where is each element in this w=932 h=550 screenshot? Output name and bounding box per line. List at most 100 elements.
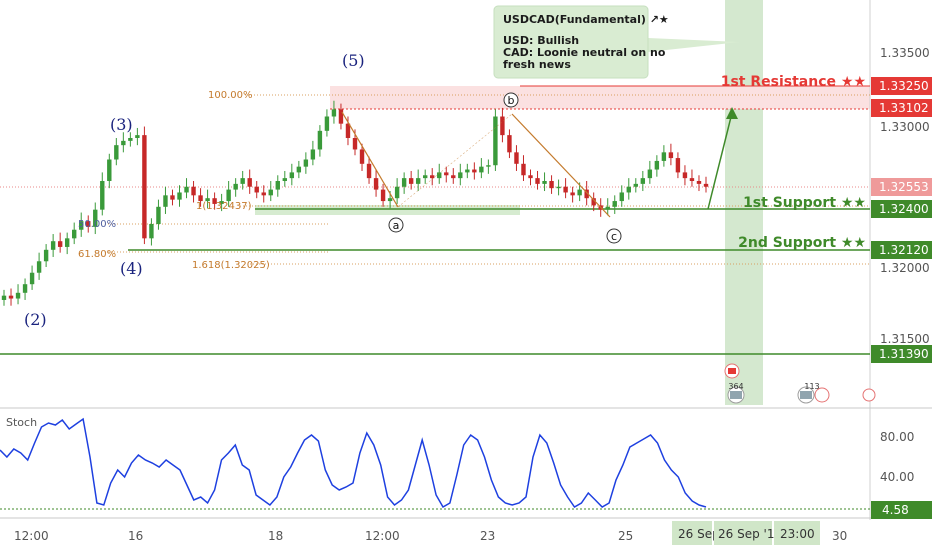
wave-label-3: (3) xyxy=(110,115,133,134)
candle-body xyxy=(79,221,84,230)
event-flag-icon[interactable]: 113 xyxy=(797,382,830,404)
candle-body xyxy=(205,198,210,202)
note-line: CAD: Loonie neutral on no xyxy=(503,46,666,59)
candle-body xyxy=(661,152,667,161)
stoch-line xyxy=(0,417,707,509)
time-tick: 25 xyxy=(618,529,633,543)
candle-body xyxy=(500,116,505,136)
time-projection-zone xyxy=(725,0,763,405)
fundamental-note: USDCAD(Fundamental) ↗★ USD: Bullish CAD:… xyxy=(493,5,740,79)
support-1-label: 1st Support ★★ xyxy=(743,195,866,211)
candle-body xyxy=(472,169,477,173)
candle-body xyxy=(521,163,526,176)
abc-label-a: a xyxy=(388,217,404,233)
price-tick: 1.31500 xyxy=(880,332,930,346)
svg-text:26 Sep: 26 Sep xyxy=(678,527,720,541)
candle-body xyxy=(170,195,175,200)
candle-body xyxy=(310,149,316,160)
svg-text:a: a xyxy=(393,219,400,232)
candle-body xyxy=(212,198,217,204)
candle-body xyxy=(619,192,624,202)
candle-body xyxy=(444,172,449,176)
candle-body xyxy=(43,249,49,262)
projection-arrow-line xyxy=(707,112,733,210)
event-flag-icon[interactable] xyxy=(724,363,740,379)
stoch-tick: 80.00 xyxy=(880,430,914,444)
candle-body xyxy=(57,241,63,247)
candle-body xyxy=(1,295,7,300)
date-box: 26 Sep '19 xyxy=(714,521,782,545)
candle-body xyxy=(373,178,379,190)
fib-label-1: 1(1.32437) xyxy=(196,201,252,212)
candle-body xyxy=(72,229,77,239)
svg-text:23:00: 23:00 xyxy=(780,527,815,541)
candle-body xyxy=(486,165,491,167)
wave-label-5: (5) xyxy=(342,51,365,70)
note-title: USDCAD(Fundamental) ↗★ xyxy=(503,13,669,26)
candle-body xyxy=(184,186,189,193)
candle-body xyxy=(408,178,414,184)
svg-text:1.32400: 1.32400 xyxy=(879,202,929,216)
candle-body xyxy=(338,109,344,124)
price-tick: 1.33500 xyxy=(880,46,930,60)
candle-body xyxy=(647,169,653,179)
time-tick: 12:00 xyxy=(14,529,49,543)
candle-body xyxy=(261,192,266,196)
candle-body xyxy=(479,166,484,173)
candle-body xyxy=(93,209,98,227)
resistance-1-label: 1st Resistance ★★ xyxy=(721,74,866,90)
candle-body xyxy=(458,172,463,179)
candle-body xyxy=(296,166,302,173)
stoch-label: Stoch xyxy=(6,416,37,429)
candle-body xyxy=(226,189,231,202)
candle-body xyxy=(163,195,168,207)
candle-body xyxy=(401,178,407,187)
time-tick: 23 xyxy=(480,529,495,543)
candle-body xyxy=(507,135,512,153)
candle-body xyxy=(415,178,421,184)
candle-body xyxy=(22,284,28,293)
wave-label-4: (4) xyxy=(120,259,143,278)
candle-body xyxy=(247,178,252,187)
time-tick: 12:00 xyxy=(365,529,400,543)
candle-body xyxy=(233,183,238,190)
price-box-last: 1.32553 xyxy=(871,178,932,196)
svg-text:26 Sep '19: 26 Sep '19 xyxy=(718,527,782,541)
abc-label-b: b xyxy=(503,92,519,108)
date-box: 23:00 xyxy=(774,521,820,545)
price-box-1-31390: 1.31390 xyxy=(871,345,932,363)
price-tick: 1.33000 xyxy=(880,120,930,134)
wave-label-2: (2) xyxy=(24,310,47,329)
candle-body xyxy=(142,135,147,239)
candle-body xyxy=(535,178,540,184)
wave-b-line xyxy=(397,113,513,208)
svg-text:113: 113 xyxy=(804,382,819,391)
fib-label-100: 100.00% xyxy=(208,90,253,101)
event-flag-icon[interactable]: 364 xyxy=(727,382,745,404)
candle-body xyxy=(387,198,393,202)
candle-body xyxy=(451,175,456,179)
candle-body xyxy=(514,152,519,164)
wave-a-line xyxy=(341,111,399,208)
time-tick: 16 xyxy=(128,529,143,543)
candle-body xyxy=(549,181,554,189)
fib-label-50: 50.00% xyxy=(78,219,116,230)
candle-body xyxy=(352,138,358,150)
fib-label-618: 61.80% xyxy=(78,249,116,260)
candle-body xyxy=(493,116,498,166)
svg-text:364: 364 xyxy=(728,382,743,391)
note-line: USD: Bullish xyxy=(503,34,579,47)
candles-group xyxy=(1,100,709,306)
candle-body xyxy=(668,152,674,159)
candle-body xyxy=(191,186,196,196)
svg-text:4.58: 4.58 xyxy=(882,503,909,517)
candle-body xyxy=(591,198,596,206)
candle-body xyxy=(542,181,547,184)
date-box: 26 Sep xyxy=(672,521,720,545)
event-flag-icon[interactable] xyxy=(862,388,876,402)
candle-body xyxy=(8,295,14,299)
candle-body xyxy=(584,189,589,199)
candle-body xyxy=(430,175,435,179)
candle-body xyxy=(528,175,533,179)
candle-body xyxy=(675,158,681,173)
